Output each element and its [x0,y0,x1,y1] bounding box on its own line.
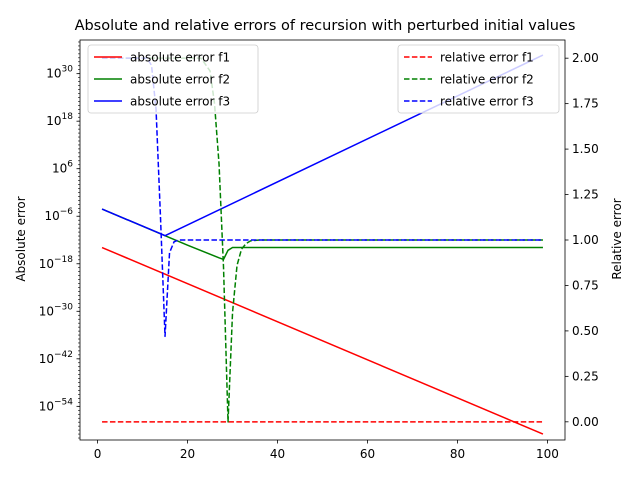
legend-absolute: absolute error f1 absolute error f2 absolu… [87,44,259,114]
y-left-tick-label: 10−30 [39,302,74,318]
y-axis-label-right: Relative error [610,198,624,279]
chart-title: Absolute and relative errors of recursio… [75,18,576,34]
series-line-absolute-error-f3 [101,54,544,237]
x-tick-label: 60 [360,447,375,461]
y-right-tick-label: 2.00 [572,51,599,65]
y-axis-label-left: Absolute error [14,196,28,281]
legend-label: absolute error f2 [130,73,230,87]
y-left-tick-label: 1018 [46,112,73,128]
y-right-tick-label: 0.25 [572,369,599,383]
series-line-absolute-error-f2 [101,208,543,261]
y-left-tick-label: 1030 [46,65,73,81]
y-left-tick-label: 106 [52,160,73,176]
x-tick-label: 80 [450,447,465,461]
legend-box [397,44,560,114]
y-right-tick-label: 1.50 [572,142,599,156]
y-left-tick-label: 10−18 [39,255,74,271]
legend-box [87,44,259,114]
y-right-tick-label: 0.00 [572,415,599,429]
x-tick-label: 0 [94,447,102,461]
legend-label: relative error f1 [440,51,534,65]
x-tick-label: 20 [180,447,195,461]
legend-label: relative error f2 [440,73,534,87]
y-right-tick-label: 0.50 [572,324,599,338]
y-right-tick-label: 1.00 [572,233,599,247]
x-tick-label: 100 [536,447,559,461]
legend-label: relative error f3 [440,95,534,109]
y-right-tick-label: 0.75 [572,278,599,292]
y-left-tick-label: 10−6 [44,207,73,223]
y-right-tick-label: 1.75 [572,97,599,111]
y-right-tick-label: 1.25 [572,188,599,202]
legend-label: absolute error f1 [130,51,230,65]
x-tick-label: 40 [270,447,285,461]
legend-label: absolute error f3 [130,95,230,109]
series-line-absolute-error-f1 [101,246,544,435]
legend-relative: relative error f1 relative error f2 relati… [397,44,560,114]
y-left-tick-label: 10−54 [39,397,74,413]
y-left-tick-label: 10−42 [39,350,73,366]
